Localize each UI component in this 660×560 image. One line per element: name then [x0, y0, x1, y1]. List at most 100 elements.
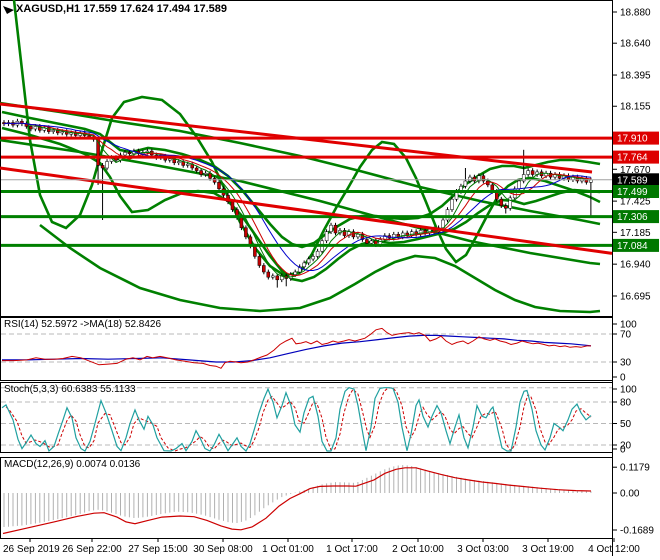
indicator-axis-label: 80 — [620, 398, 632, 409]
moving-average-line — [3, 122, 591, 277]
indicator-axis-label: 0.1179 — [620, 463, 650, 474]
bollinger-band-curve — [0, 101, 601, 226]
y-axis-label: 17.425 — [620, 197, 651, 208]
candlestick — [400, 232, 405, 238]
time-axis-label[interactable]: 4 Oct 12:00 — [588, 544, 640, 555]
time-axis-label[interactable]: 30 Sep 08:00 — [193, 544, 253, 555]
price-badge-value: 17.499 — [617, 187, 648, 198]
indicator-axis-label: 0.00 — [620, 489, 640, 500]
y-axis-label: 16.695 — [620, 292, 651, 303]
price-badge — [613, 131, 659, 145]
time-axis-label[interactable]: 27 Sep 15:00 — [128, 544, 188, 555]
candlestick — [185, 163, 190, 166]
candlestick — [105, 161, 109, 169]
candlestick — [271, 275, 275, 278]
candlestick — [315, 250, 320, 257]
candlestick — [450, 198, 454, 210]
rsi-line — [2, 327, 591, 369]
indicator-axis-label: 100 — [620, 320, 637, 331]
candlestick — [51, 130, 56, 132]
bollinger-band-curve — [39, 223, 601, 314]
candlestick — [333, 224, 338, 234]
y-axis-label: 17.185 — [620, 228, 651, 239]
time-axis-label[interactable]: 1 Oct 01:00 — [262, 544, 314, 555]
candlestick — [253, 245, 257, 257]
price-badge-value: 17.084 — [617, 241, 648, 252]
indicator-axis-label: 30 — [620, 358, 632, 369]
time-axis-label[interactable]: 2 Oct 10:00 — [392, 544, 444, 555]
time-axis-label[interactable]: 26 Sep 22:00 — [62, 544, 122, 555]
y-axis-label: 18.640 — [620, 39, 651, 50]
candlestick — [526, 170, 530, 175]
time-axis-label[interactable]: 1 Oct 17:00 — [326, 544, 378, 555]
candlestick — [127, 152, 132, 154]
candlestick — [123, 152, 127, 156]
candlestick — [477, 175, 481, 182]
candlestick — [275, 275, 280, 281]
macd-signal-line — [2, 467, 592, 535]
candlestick — [203, 172, 208, 175]
candlestick — [347, 231, 351, 236]
price-badge — [613, 210, 659, 224]
price-badge-value: 17.910 — [617, 134, 648, 145]
candlestick — [504, 205, 508, 209]
candlestick — [29, 126, 33, 130]
candlestick — [521, 174, 526, 182]
candlestick — [463, 180, 468, 187]
y-axis-label: 17.670 — [620, 165, 651, 176]
candlestick — [468, 176, 472, 182]
macd-label: MACD(12,26,9) 0.0074 0.0136 — [4, 459, 141, 470]
candlestick — [472, 176, 477, 182]
y-axis-label: 18.395 — [620, 71, 651, 82]
candlestick — [293, 271, 297, 275]
y-axis-label: 18.155 — [620, 102, 651, 113]
candlestick — [499, 198, 504, 206]
time-axis-label[interactable]: 26 Sep 2019 — [3, 544, 60, 555]
stoch-signal-line — [5, 387, 592, 452]
indicator-axis-label: 20 — [620, 441, 632, 452]
candlestick — [262, 265, 266, 273]
candlestick — [266, 271, 271, 278]
indicator-axis-label: 100 — [620, 385, 637, 396]
candlestick — [60, 131, 64, 134]
trendline[interactable] — [0, 166, 613, 255]
price-badge — [613, 173, 659, 187]
moving-average-line — [3, 122, 591, 278]
candlestick — [176, 161, 181, 164]
indicator-axis-label: 0 — [620, 373, 626, 384]
price-badge — [613, 150, 659, 164]
price-badge-value: 17.589 — [617, 175, 648, 186]
candlestick — [212, 178, 217, 183]
candlestick — [369, 240, 374, 244]
candlestick — [360, 234, 365, 240]
candlestick — [365, 239, 369, 244]
indicator-axis-label: -0.1689 — [620, 526, 654, 537]
candlestick — [38, 126, 42, 131]
candlestick — [194, 167, 199, 171]
time-axis-label[interactable]: 3 Oct 19:00 — [522, 544, 574, 555]
price-badge — [613, 238, 659, 252]
candlestick — [257, 256, 262, 266]
y-axis-label: 16.940 — [620, 260, 651, 271]
candlestick — [302, 262, 306, 268]
candlestick — [530, 170, 535, 175]
price-badge — [613, 185, 659, 198]
candlestick — [199, 170, 203, 175]
indicator-axis-label: 70 — [620, 330, 632, 341]
price-badge-value: 17.764 — [617, 153, 648, 164]
price-badge-value: 17.306 — [617, 212, 648, 223]
candlestick — [47, 127, 51, 132]
candlestick — [311, 256, 315, 260]
time-axis-label[interactable]: 3 Oct 03:00 — [457, 544, 509, 555]
candlestick — [508, 197, 512, 209]
candlestick — [356, 234, 360, 238]
candlestick — [351, 231, 356, 238]
bollinger-band-curve — [1, 126, 601, 283]
rsi-label: RSI(14) 52.5972 ->MA(18) 52.8426 — [4, 319, 162, 330]
candlestick — [217, 182, 221, 190]
candlestick — [33, 126, 38, 130]
trendline[interactable] — [0, 102, 593, 174]
stoch-main-line — [1, 387, 592, 453]
